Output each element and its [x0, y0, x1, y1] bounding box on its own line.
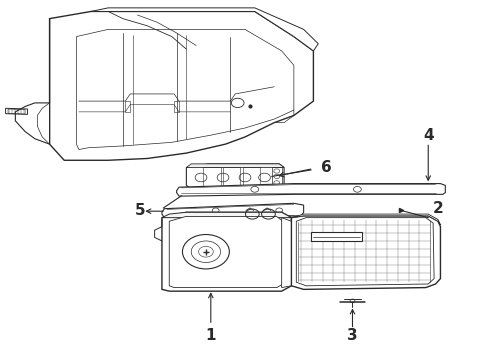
Polygon shape — [49, 12, 314, 160]
Polygon shape — [292, 216, 441, 289]
Polygon shape — [76, 30, 294, 149]
Polygon shape — [91, 8, 318, 51]
Polygon shape — [169, 217, 283, 288]
Polygon shape — [282, 218, 294, 288]
Polygon shape — [296, 218, 434, 286]
Polygon shape — [186, 164, 284, 189]
Text: 5: 5 — [135, 203, 145, 218]
Polygon shape — [311, 232, 362, 241]
Text: 3: 3 — [347, 328, 358, 343]
Polygon shape — [15, 19, 49, 144]
Text: 2: 2 — [433, 201, 444, 216]
Polygon shape — [292, 214, 441, 225]
Polygon shape — [186, 164, 284, 167]
Text: 6: 6 — [321, 160, 331, 175]
Polygon shape — [162, 212, 292, 218]
Polygon shape — [176, 184, 445, 196]
Text: 4: 4 — [423, 128, 434, 143]
Text: 1: 1 — [205, 328, 216, 343]
Polygon shape — [162, 212, 292, 291]
Polygon shape — [162, 203, 304, 218]
